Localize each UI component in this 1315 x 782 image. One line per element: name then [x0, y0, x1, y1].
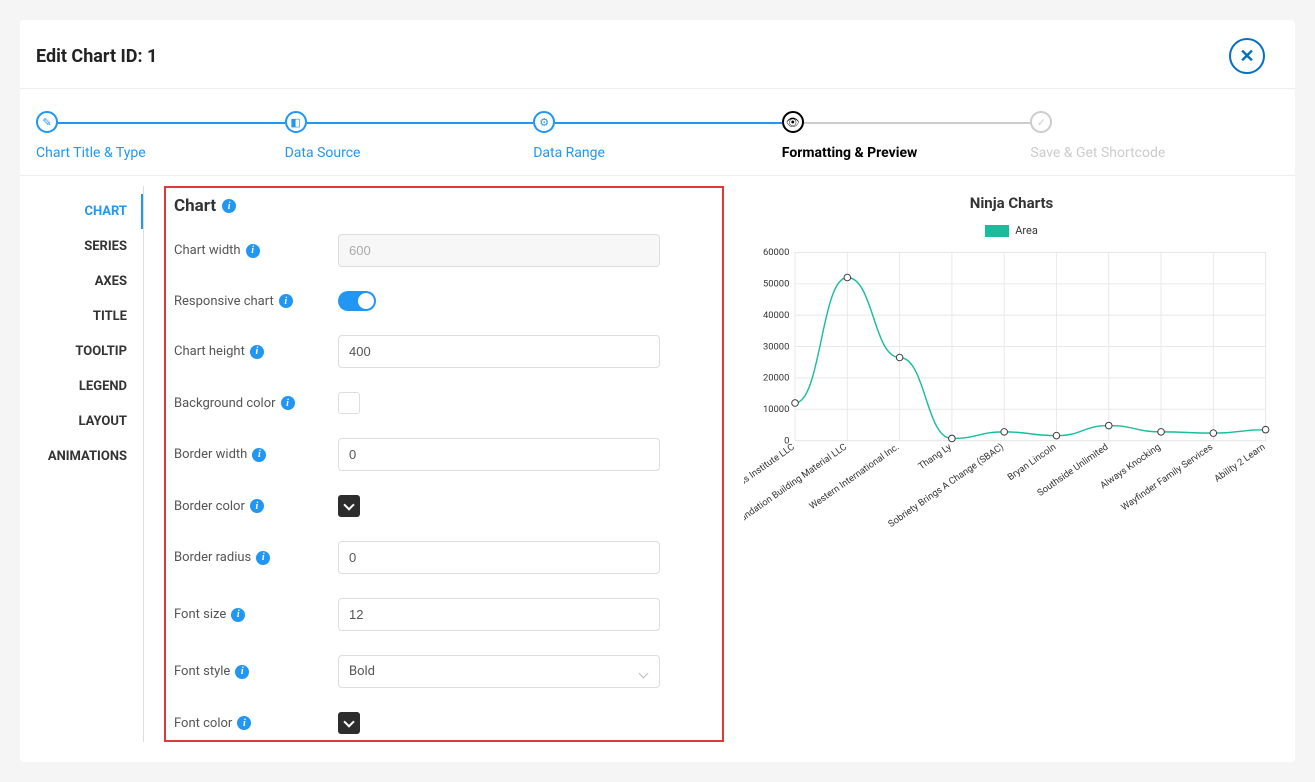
font-style-select[interactable]: Bold	[338, 655, 660, 688]
step-4: ✓ Save & Get Shortcode	[1030, 111, 1279, 161]
sidebar-item-legend[interactable]: LEGEND	[36, 369, 143, 404]
font-size-input[interactable]	[338, 598, 660, 631]
svg-text:50000: 50000	[763, 279, 789, 290]
step-icon: 👁	[782, 111, 804, 133]
step-icon: ◧	[285, 111, 307, 133]
legend-swatch	[985, 225, 1009, 237]
step-0[interactable]: ✎ Chart Title & Type	[36, 111, 285, 161]
svg-text:30000: 30000	[763, 341, 789, 352]
close-button[interactable]: ✕	[1229, 38, 1265, 74]
chart-legend[interactable]: Area	[744, 224, 1279, 237]
bg-color-picker[interactable]	[338, 392, 360, 414]
chart-preview: Ninja Charts Area 0100002000030000400005…	[744, 186, 1279, 742]
label-chart-width: Chart width	[174, 243, 241, 258]
info-icon[interactable]: i	[252, 448, 266, 462]
label-chart-height: Chart height	[174, 344, 245, 359]
info-icon[interactable]: i	[279, 294, 293, 308]
svg-text:20000: 20000	[763, 373, 789, 384]
label-font-size: Font size	[174, 607, 226, 622]
form-area: Chart i Chart width i Responsive chart i C…	[164, 186, 724, 742]
label-font-color: Font color	[174, 716, 232, 731]
step-icon: ⚙	[533, 111, 555, 133]
settings-sidebar: CHARTSERIESAXESTITLETOOLTIPLEGENDLAYOUTA…	[36, 186, 144, 742]
svg-text:40000: 40000	[763, 310, 789, 321]
label-bg-color: Background color	[174, 396, 276, 411]
label-font-style: Font style	[174, 664, 230, 679]
info-icon[interactable]: i	[281, 396, 295, 410]
label-responsive: Responsive chart	[174, 294, 274, 309]
sidebar-item-title[interactable]: TITLE	[36, 299, 143, 334]
svg-text:Western International Inc.: Western International Inc.	[807, 442, 901, 512]
stepper: ✎ Chart Title & Type◧ Data Source⚙ Data …	[20, 89, 1295, 176]
step-1[interactable]: ◧ Data Source	[285, 111, 534, 161]
sidebar-item-layout[interactable]: LAYOUT	[36, 404, 143, 439]
step-3[interactable]: 👁 Formatting & Preview	[782, 111, 1031, 161]
step-line	[555, 122, 782, 124]
step-2[interactable]: ⚙ Data Range	[533, 111, 782, 161]
step-label: Chart Title & Type	[36, 145, 285, 161]
step-label: Formatting & Preview	[782, 145, 1031, 161]
info-icon[interactable]: i	[250, 345, 264, 359]
sidebar-item-axes[interactable]: AXES	[36, 264, 143, 299]
chart-width-input	[338, 234, 660, 267]
info-icon[interactable]: i	[235, 665, 249, 679]
step-icon: ✓	[1030, 111, 1052, 133]
info-icon[interactable]: i	[222, 199, 236, 213]
border-width-input[interactable]	[338, 438, 660, 471]
border-color-picker[interactable]	[338, 495, 360, 517]
responsive-toggle[interactable]	[338, 291, 376, 311]
sidebar-item-animations[interactable]: ANIMATIONS	[36, 439, 143, 474]
svg-text:60000: 60000	[763, 247, 789, 258]
label-border-color: Border color	[174, 499, 245, 514]
legend-label: Area	[1015, 224, 1038, 237]
sidebar-item-chart[interactable]: CHART	[36, 194, 143, 229]
label-border-radius: Border radius	[174, 550, 251, 565]
step-line	[58, 122, 285, 124]
info-icon[interactable]: i	[237, 716, 251, 730]
step-label: Data Source	[285, 145, 534, 161]
border-radius-input[interactable]	[338, 541, 660, 574]
svg-text:Ability 2 Learn: Ability 2 Learn	[1212, 442, 1267, 485]
label-border-width: Border width	[174, 447, 247, 462]
svg-text:10000: 10000	[763, 404, 789, 415]
page-title: Edit Chart ID: 1	[36, 46, 157, 67]
svg-text:Wayfinder Family Services: Wayfinder Family Services	[1119, 442, 1215, 514]
close-icon: ✕	[1239, 46, 1254, 67]
font-color-picker[interactable]	[338, 712, 360, 734]
step-icon: ✎	[36, 111, 58, 133]
section-title: Chart	[174, 196, 216, 216]
svg-text:Thang Ly: Thang Ly	[916, 441, 954, 472]
step-label: Data Range	[533, 145, 782, 161]
info-icon[interactable]: i	[256, 551, 270, 565]
sidebar-item-tooltip[interactable]: TOOLTIP	[36, 334, 143, 369]
step-line	[307, 122, 534, 124]
step-label: Save & Get Shortcode	[1030, 145, 1279, 161]
chart-height-input[interactable]	[338, 335, 660, 368]
info-icon[interactable]: i	[246, 244, 260, 258]
chart-canvas: 0100002000030000400005000060000The Marti…	[744, 243, 1279, 563]
step-line	[804, 122, 1031, 124]
svg-text:Bryan Lincoln: Bryan Lincoln	[1006, 442, 1059, 483]
info-icon[interactable]: i	[250, 499, 264, 513]
sidebar-item-series[interactable]: SERIES	[36, 229, 143, 264]
info-icon[interactable]: i	[231, 608, 245, 622]
chart-title: Ninja Charts	[744, 194, 1279, 212]
